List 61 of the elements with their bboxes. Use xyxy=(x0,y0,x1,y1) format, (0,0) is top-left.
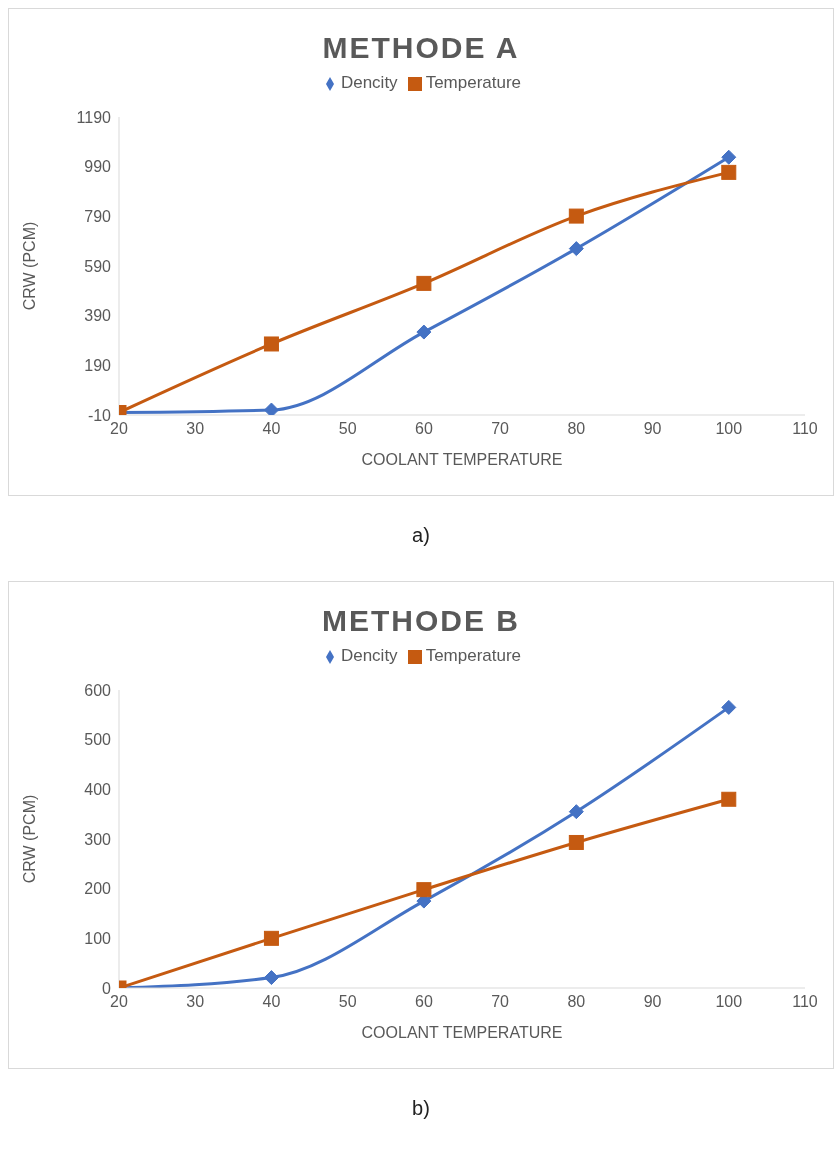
x-axis-title: COOLANT TEMPERATURE xyxy=(361,1024,563,1041)
x-tick-label: 80 xyxy=(567,993,586,1011)
point xyxy=(721,164,737,180)
x-axis-title: COOLANT TEMPERATURE xyxy=(361,451,563,468)
point xyxy=(416,324,432,340)
point xyxy=(416,882,432,898)
point xyxy=(721,149,737,165)
x-tick-label: 30 xyxy=(186,420,205,438)
point xyxy=(721,791,737,807)
y-tick-label: 0 xyxy=(102,979,112,997)
point xyxy=(721,699,737,715)
x-tick-label: 20 xyxy=(110,420,128,438)
x-tick-label: 70 xyxy=(491,993,510,1011)
point xyxy=(263,930,279,946)
chart-title: METHODE B xyxy=(321,603,521,638)
x-tick-label: 50 xyxy=(338,993,357,1011)
y-tick-label: 100 xyxy=(84,930,112,948)
y-tick-label: 1190 xyxy=(76,108,112,126)
x-tick-label: 110 xyxy=(792,993,818,1011)
chart-title: METHODE A xyxy=(321,30,521,65)
x-tick-label: 20 xyxy=(110,993,128,1011)
y-tick-label: 390 xyxy=(84,307,112,325)
y-tick-label: 600 xyxy=(84,681,112,699)
legend-label: Temperature xyxy=(425,73,522,92)
text: b) xyxy=(411,1097,431,1120)
x-tick-label: 40 xyxy=(262,420,281,438)
point xyxy=(568,834,584,850)
x-tick-label: 30 xyxy=(186,993,205,1011)
x-tick-label: 60 xyxy=(414,420,433,438)
y-tick-label: 500 xyxy=(84,731,112,749)
point xyxy=(416,275,432,291)
y-tick-label: 400 xyxy=(84,781,112,799)
legend-label: Dencity xyxy=(340,73,398,92)
x-tick-label: 100 xyxy=(715,993,743,1011)
x-tick-label: 60 xyxy=(414,993,433,1011)
y-tick-label: 990 xyxy=(84,158,112,176)
y-axis-title: CRW (PCM) xyxy=(20,221,38,311)
point xyxy=(568,804,584,820)
y-tick-label: -10 xyxy=(87,406,112,424)
x-tick-label: 90 xyxy=(643,420,662,438)
x-tick-label: 50 xyxy=(338,420,357,438)
y-tick-label: 590 xyxy=(84,257,112,275)
y-tick-label: 300 xyxy=(84,830,112,848)
x-tick-label: 80 xyxy=(567,420,586,438)
point xyxy=(263,402,279,415)
legend-label: Dencity xyxy=(340,646,398,665)
x-tick-label: 40 xyxy=(262,993,281,1011)
x-tick-label: 110 xyxy=(792,420,818,438)
y-axis-title: CRW (PCM) xyxy=(20,794,38,884)
point xyxy=(568,208,584,224)
point xyxy=(263,970,279,986)
x-tick-label: 100 xyxy=(715,420,743,438)
y-tick-label: 200 xyxy=(84,880,112,898)
point xyxy=(568,241,584,257)
x-tick-label: 90 xyxy=(643,993,662,1011)
x-tick-label: 70 xyxy=(491,420,510,438)
y-tick-label: 190 xyxy=(84,357,112,375)
point xyxy=(263,336,279,352)
legend-label: Temperature xyxy=(425,646,522,665)
y-tick-label: 790 xyxy=(84,208,112,226)
text: a) xyxy=(411,524,431,547)
